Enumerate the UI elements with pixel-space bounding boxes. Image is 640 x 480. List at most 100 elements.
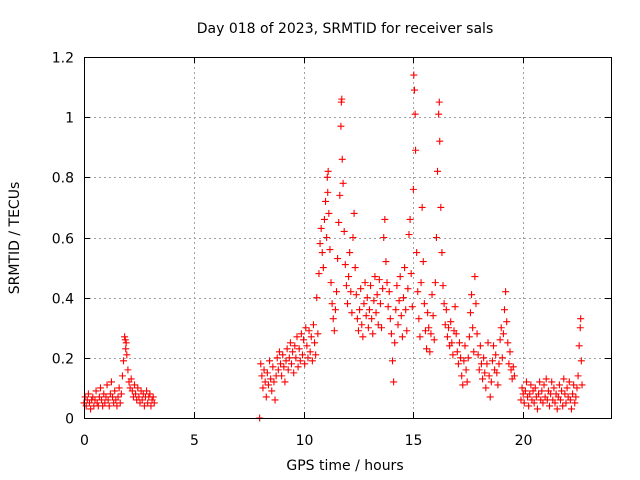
data-point [410,86,418,94]
data-point [270,378,278,386]
data-point [340,227,348,235]
data-point [363,294,371,302]
data-point [393,282,401,290]
data-point [331,306,339,314]
data-point [351,264,359,272]
data-point [257,360,265,368]
data-point [562,399,570,407]
data-point [469,324,477,332]
data-point [495,360,503,368]
data-point [123,351,131,359]
data-point [546,402,554,410]
data-point [311,339,319,347]
data-point [380,234,388,241]
data-point [391,339,399,347]
axis-ticks: 0 0.2 0.4 0.6 0.8 1 1.2 0 5 10 15 20 [52,51,611,449]
data-point [542,375,550,383]
data-point [440,300,448,308]
data-point [498,354,506,362]
chart-title: Day 018 of 2023, SRMTID for receiver sal… [197,21,493,37]
data-point [392,306,400,314]
data-point [399,294,407,302]
data-point [293,333,301,341]
data-point [279,351,287,359]
data-point [149,393,157,401]
data-point [84,390,92,398]
data-point [96,384,104,392]
data-point [464,354,472,362]
data-point [454,360,462,368]
data-point [394,321,402,329]
data-point [258,372,266,380]
data-point [413,249,421,257]
data-point [418,203,426,211]
data-point [517,396,525,404]
data-point [312,351,320,359]
y-tick-label: 0 [65,412,74,428]
data-point [313,294,321,302]
data-point [459,381,467,389]
data-point [407,270,415,278]
data-point [294,363,302,371]
data-point [486,393,494,401]
data-point [520,399,528,407]
data-point [522,378,530,386]
data-point [465,333,473,341]
data-point [441,321,449,329]
data-point [431,279,439,287]
data-point [409,185,417,193]
data-point [539,399,547,407]
data-point [470,348,478,356]
data-point [324,188,332,196]
data-point [376,300,384,308]
data-point [330,327,338,335]
data-point [338,155,346,163]
x-tick-label: 5 [190,433,199,449]
data-point [93,399,101,407]
data-point [455,339,463,347]
data-point [297,330,305,338]
data-point [328,300,336,308]
data-point [439,282,447,290]
data-point [346,249,354,257]
data-point [435,110,443,118]
data-point [384,303,392,311]
data-point [490,342,498,350]
data-point [322,197,330,205]
data-point [437,203,445,211]
data-point [536,378,544,386]
data-point [82,402,90,410]
data-point [411,110,419,118]
data-point [434,167,442,175]
data-point [303,342,311,350]
data-point [403,327,411,335]
data-point [280,363,288,371]
data-point [132,390,140,398]
data-point [275,348,283,356]
data-point [488,357,496,365]
data-point [421,327,429,335]
data-point [263,369,271,377]
data-point [339,179,347,187]
data-point [335,218,343,226]
data-point [274,366,282,374]
data-point [296,357,304,365]
data-point [443,333,451,341]
data-point [398,333,406,341]
data-point [560,375,568,383]
data-point [122,345,130,353]
data-point [575,342,583,350]
data-point [463,378,471,386]
data-point [372,309,380,317]
data-point [381,215,389,223]
data-point [365,306,373,314]
data-point [430,336,438,344]
data-point [359,333,367,341]
data-point [397,312,405,320]
data-point [535,390,543,398]
data-point [356,306,364,314]
data-point [259,384,267,392]
data-point [503,318,511,326]
y-tick-label: 0.6 [52,232,74,248]
x-tick-label: 15 [405,433,423,449]
